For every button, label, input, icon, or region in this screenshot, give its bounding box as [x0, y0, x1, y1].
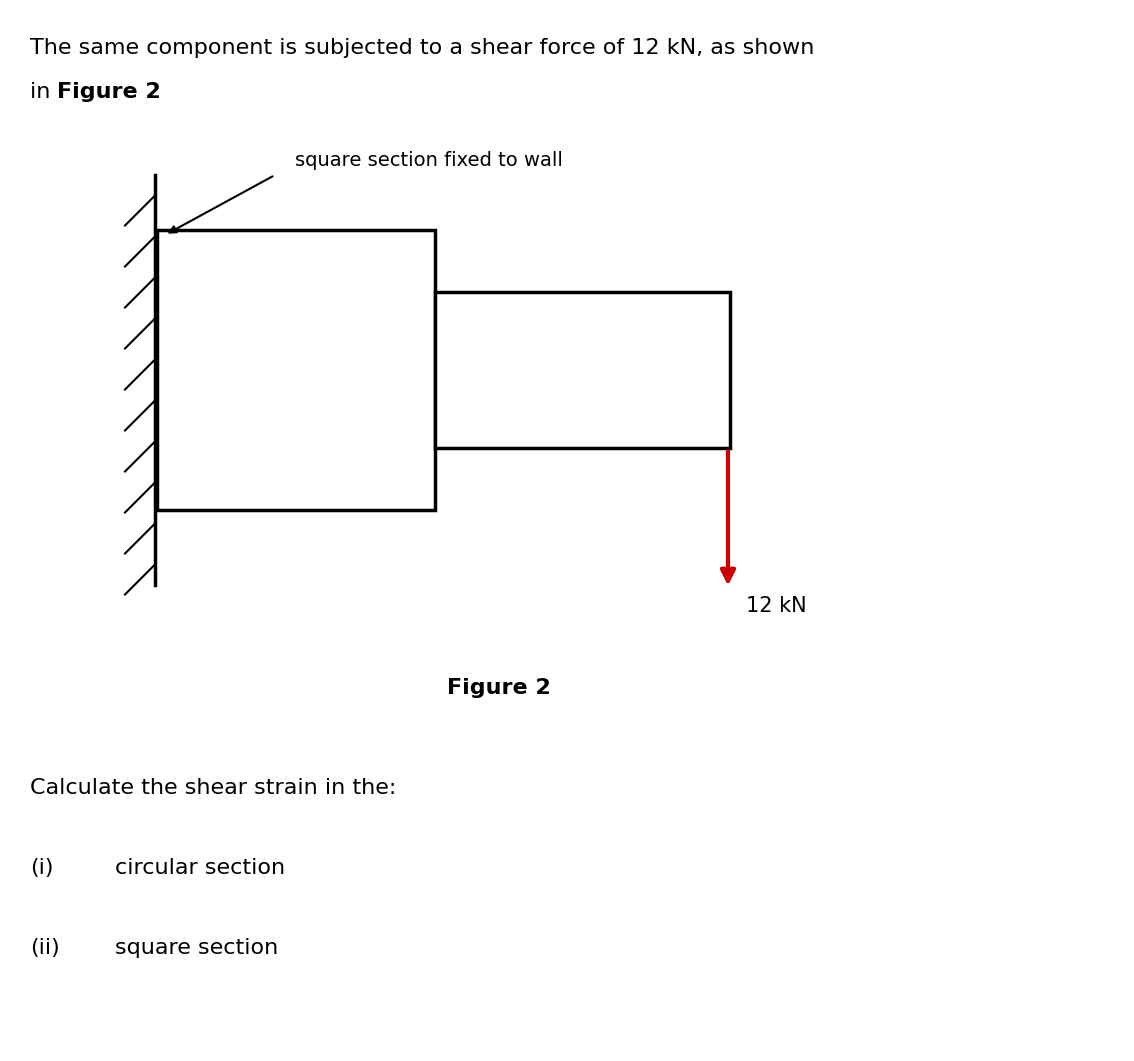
Text: square section fixed to wall: square section fixed to wall — [295, 151, 562, 170]
Text: Figure 2: Figure 2 — [447, 678, 551, 698]
Text: in: in — [29, 82, 58, 102]
Text: Figure 2: Figure 2 — [57, 82, 161, 102]
Text: 12 kN: 12 kN — [746, 596, 806, 616]
Text: square section: square section — [115, 938, 278, 958]
Bar — [435, 292, 730, 449]
Bar — [156, 230, 435, 510]
Text: circular section: circular section — [115, 858, 285, 879]
Text: Calculate the shear strain in the:: Calculate the shear strain in the: — [29, 779, 397, 798]
Text: (ii): (ii) — [29, 938, 60, 958]
Text: .: . — [149, 82, 155, 102]
Text: (i): (i) — [29, 858, 53, 879]
Text: The same component is subjected to a shear force of 12 kN, as shown: The same component is subjected to a she… — [29, 38, 814, 58]
